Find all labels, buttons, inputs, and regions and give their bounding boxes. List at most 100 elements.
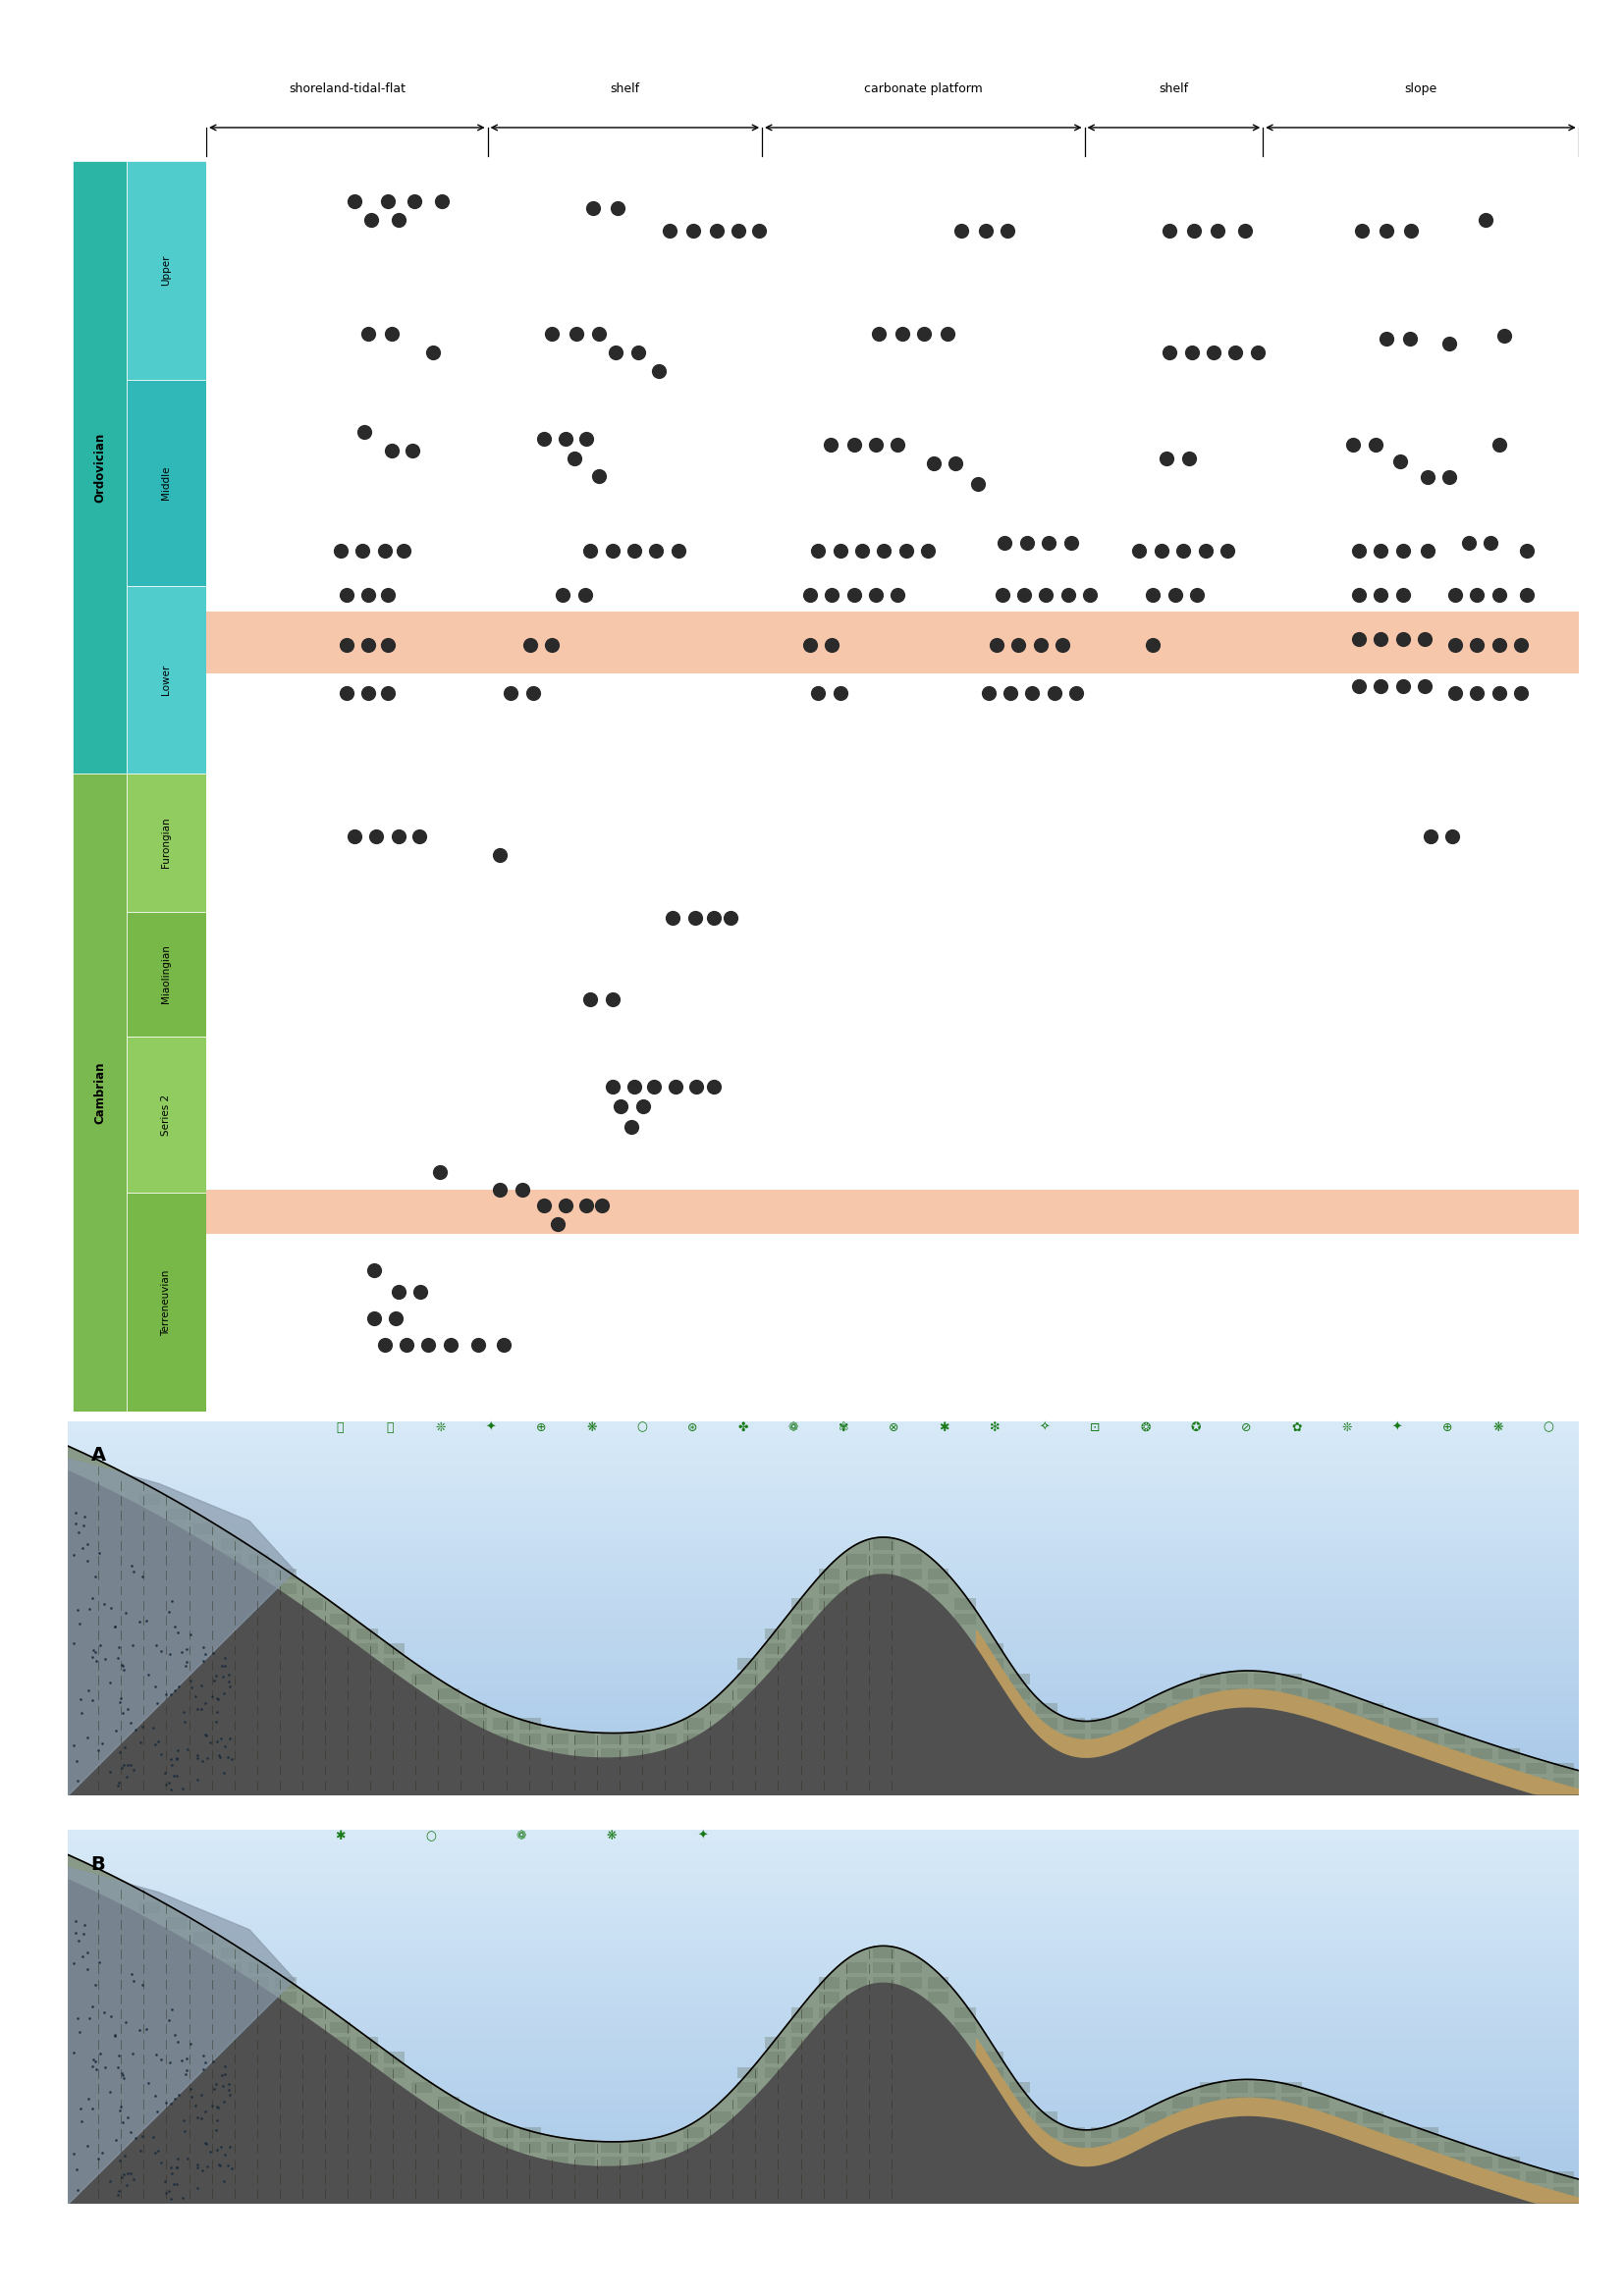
Bar (1064, 2156, 1085, 2167)
Point (997, 675, 1023, 712)
Bar (1444, 2172, 1465, 2183)
Point (866, 315, 892, 351)
Point (630, 1088, 656, 1125)
Bar (221, 1554, 242, 1564)
Bar (127, 912, 206, 1038)
Point (1028, 627, 1054, 664)
Bar (710, 1704, 731, 1715)
Point (1509, 675, 1535, 712)
Bar (791, 2037, 812, 2048)
Bar (900, 1568, 921, 1580)
Bar (1309, 2096, 1330, 2108)
Bar (302, 2007, 323, 2018)
Text: shoreland-tidal-flat: shoreland-tidal-flat (289, 83, 406, 96)
Point (1233, 214, 1259, 250)
Bar (1444, 2142, 1465, 2154)
Text: A: A (91, 1446, 106, 1465)
Point (599, 980, 625, 1017)
Bar (1390, 2126, 1411, 2138)
Bar (818, 1568, 840, 1580)
Point (544, 1205, 570, 1242)
Point (406, 817, 432, 854)
Point (1478, 523, 1504, 560)
Bar (983, 1658, 1004, 1669)
Text: ✾: ✾ (838, 1421, 849, 1433)
Point (934, 315, 960, 351)
Bar (1036, 2112, 1057, 2124)
Point (1411, 620, 1437, 657)
Bar (274, 1568, 296, 1580)
Point (1244, 333, 1270, 370)
Bar (1254, 2096, 1275, 2108)
Point (372, 533, 398, 569)
Point (1346, 668, 1372, 705)
Bar (411, 1674, 432, 1685)
Point (1442, 675, 1468, 712)
Point (942, 445, 968, 482)
Bar (1064, 1717, 1085, 1729)
Bar (127, 585, 206, 774)
Point (385, 817, 411, 854)
Bar (127, 774, 206, 912)
Point (1205, 214, 1231, 250)
Text: Terreneuvian: Terreneuvian (161, 1270, 171, 1336)
Bar (818, 1584, 840, 1596)
Bar (1009, 1704, 1030, 1715)
Bar (874, 1568, 895, 1580)
Polygon shape (68, 1880, 1579, 2216)
Bar (846, 1977, 867, 1988)
Bar (520, 2142, 541, 2154)
Bar (601, 1747, 622, 1759)
Bar (520, 1733, 541, 1745)
Bar (127, 1194, 206, 1412)
Bar (1390, 2142, 1411, 2154)
Point (658, 214, 684, 250)
Point (378, 432, 404, 468)
Bar (684, 1717, 705, 1729)
Bar (1145, 2112, 1166, 2124)
Point (818, 576, 844, 613)
Text: Middle: Middle (161, 466, 171, 501)
Polygon shape (1052, 1715, 1579, 1839)
Point (1415, 459, 1440, 496)
Point (747, 214, 773, 250)
Polygon shape (68, 1855, 1579, 2216)
Point (914, 533, 940, 569)
Point (490, 1327, 516, 1364)
Polygon shape (68, 1446, 944, 1795)
Text: Cambrian: Cambrian (93, 1061, 106, 1125)
Text: ❋: ❋ (586, 1421, 598, 1433)
Point (1486, 627, 1512, 664)
Point (976, 675, 1002, 712)
Point (1223, 333, 1249, 370)
Bar (710, 2112, 731, 2124)
Text: ⊛: ⊛ (687, 1421, 698, 1433)
Bar (1553, 2172, 1574, 2183)
Point (1390, 620, 1416, 657)
Bar (1173, 2096, 1194, 2108)
Bar (1309, 1688, 1330, 1699)
Point (1390, 576, 1416, 613)
Bar (1444, 2156, 1465, 2167)
Text: ᪤: ᪤ (336, 1421, 344, 1433)
Bar (1145, 1704, 1166, 1715)
Bar (1281, 1674, 1302, 1685)
Bar (656, 1733, 677, 1745)
Bar (274, 1584, 296, 1596)
Text: ⊕: ⊕ (1442, 1421, 1453, 1433)
Bar (628, 1733, 650, 1745)
Point (400, 432, 425, 468)
Point (531, 420, 557, 457)
Point (375, 181, 401, 218)
Bar (818, 1993, 840, 2004)
Bar (466, 1717, 487, 1729)
Bar (874, 1538, 895, 1550)
Bar (1009, 2112, 1030, 2124)
Point (1140, 576, 1166, 613)
Point (702, 900, 728, 937)
Bar (1091, 1733, 1112, 1745)
Bar (1036, 1704, 1057, 1715)
Point (841, 427, 867, 464)
Point (1181, 214, 1207, 250)
Point (1411, 668, 1437, 705)
